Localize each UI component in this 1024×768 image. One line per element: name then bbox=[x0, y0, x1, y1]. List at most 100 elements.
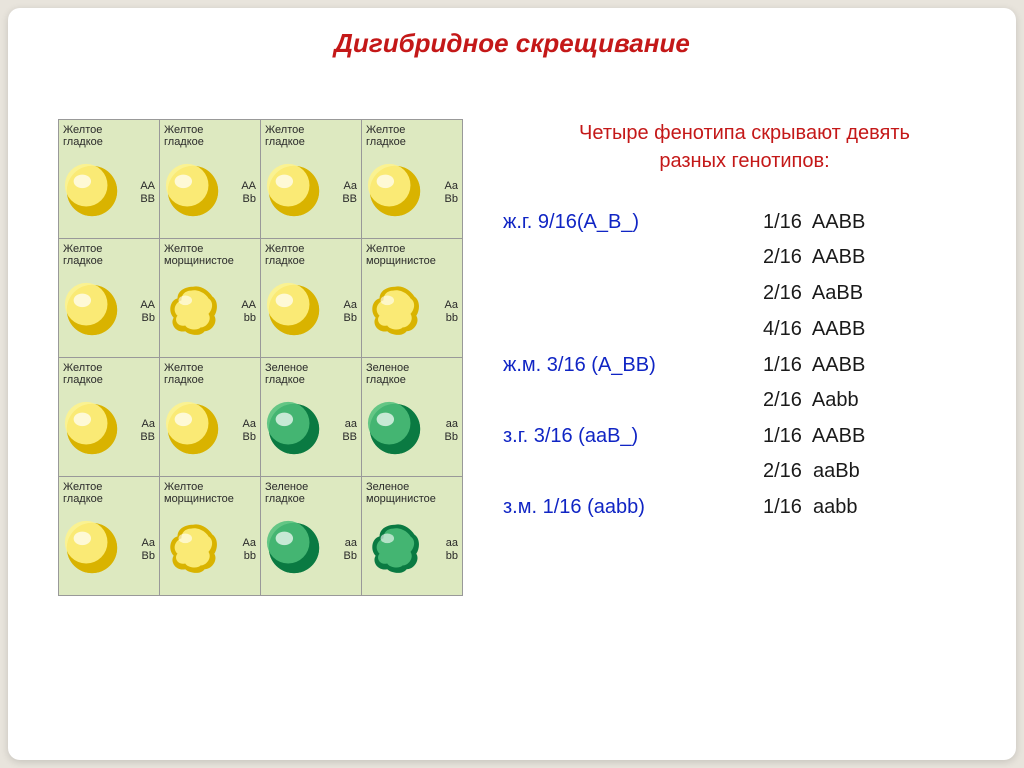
pea-icon bbox=[164, 281, 222, 344]
cell-body: aa Bb bbox=[366, 388, 458, 474]
pea-icon bbox=[164, 400, 222, 463]
genotype-ratio: 2/16 AaBB bbox=[763, 282, 943, 305]
punnett-cell: Желтоегладкое Aa Bb bbox=[160, 358, 260, 476]
phenotype-label bbox=[503, 246, 733, 270]
punnett-grid: Желтоегладкое AA BB Желтоегладкое bbox=[58, 119, 463, 596]
genotype-ratio: 1/16 AABB bbox=[763, 354, 943, 377]
genotype-ratio: 2/16 Aabb bbox=[763, 389, 943, 412]
punnett-cell: Зеленоегладкое aa Bb bbox=[362, 358, 462, 476]
genotype-ratio: 1/16 AABB bbox=[763, 425, 943, 448]
genotype-ratio: 4/16 AABB bbox=[763, 318, 943, 341]
cell-genotype: aa Bb bbox=[344, 537, 357, 562]
genotype-ratio: 2/16 aaBb bbox=[763, 460, 943, 483]
pea-icon bbox=[366, 281, 424, 344]
subtitle-line2: разных генотипов: bbox=[659, 150, 829, 172]
cell-phenotype-label: Желтоегладкое bbox=[63, 362, 103, 386]
cell-genotype: aa bb bbox=[446, 537, 458, 562]
cell-genotype: Aa Bb bbox=[344, 299, 357, 324]
cell-genotype: Aa Bb bbox=[445, 180, 458, 205]
cell-body: aa bb bbox=[366, 507, 458, 593]
genotype-ratio: 2/16 AABB bbox=[763, 246, 943, 269]
genotype-ratio: 1/16 AABB bbox=[763, 211, 943, 234]
cell-body: AA Bb bbox=[164, 150, 256, 236]
cell-body: Aa bb bbox=[366, 269, 458, 355]
cell-body: Aa BB bbox=[265, 150, 357, 236]
phenotype-label bbox=[503, 389, 733, 413]
pea-icon bbox=[366, 162, 424, 225]
cell-phenotype-label: Желтоегладкое bbox=[265, 124, 305, 148]
cell-phenotype-label: Желтоеморщинистое bbox=[164, 243, 234, 267]
punnett-cell: Желтоегладкое AA Bb bbox=[59, 239, 159, 357]
pea-icon bbox=[63, 162, 121, 225]
punnett-cell: Желтоегладкое Aa BB bbox=[261, 120, 361, 238]
page-title: Дигибридное скрещивание bbox=[38, 28, 986, 59]
cell-body: Aa Bb bbox=[63, 507, 155, 593]
cell-phenotype-label: Желтоеморщинистое bbox=[366, 243, 436, 267]
pea-icon bbox=[366, 519, 424, 582]
pea-icon bbox=[164, 162, 222, 225]
punnett-cell: Желтоеморщинистое Aa bb bbox=[160, 477, 260, 595]
phenotype-label bbox=[503, 460, 733, 484]
cell-phenotype-label: Желтоегладкое bbox=[164, 362, 204, 386]
cell-phenotype-label: Зеленоегладкое bbox=[265, 481, 308, 505]
page: Дигибридное скрещивание Желтоегладкое AA… bbox=[8, 8, 1016, 760]
cell-body: AA bb bbox=[164, 269, 256, 355]
cell-body: AA BB bbox=[63, 150, 155, 236]
ratio-table: ж.г. 9/16(A_B_) 1/16 AABB 2/16 AABB 2/16 Aa… bbox=[503, 211, 986, 519]
punnett-wrap: Желтоегладкое AA BB Желтоегладкое bbox=[58, 119, 463, 596]
cell-phenotype-label: Желтоеморщинистое bbox=[164, 481, 234, 505]
pea-icon bbox=[265, 162, 323, 225]
cell-genotype: Aa Bb bbox=[142, 537, 155, 562]
cell-genotype: AA bb bbox=[241, 299, 256, 324]
cell-body: Aa BB bbox=[63, 388, 155, 474]
subtitle: Четыре фенотипа скрывают девять разных г… bbox=[503, 119, 986, 175]
phenotype-label: з.м. 1/16 (aabb) bbox=[503, 496, 733, 519]
cell-body: Aa Bb bbox=[265, 269, 357, 355]
phenotype-label bbox=[503, 282, 733, 306]
punnett-cell: Зеленоегладкое aa BB bbox=[261, 358, 361, 476]
cell-phenotype-label: Зеленоеморщинистое bbox=[366, 481, 436, 505]
cell-phenotype-label: Желтоегладкое bbox=[63, 481, 103, 505]
cell-phenotype-label: Зеленоегладкое bbox=[265, 362, 308, 386]
phenotype-label: ж.г. 9/16(A_B_) bbox=[503, 211, 733, 234]
pea-icon bbox=[164, 519, 222, 582]
cell-body: aa Bb bbox=[265, 507, 357, 593]
punnett-cell: Зеленоеморщинистое aa bb bbox=[362, 477, 462, 595]
cell-genotype: Aa bb bbox=[445, 299, 458, 324]
cell-phenotype-label: Желтоегладкое bbox=[366, 124, 406, 148]
phenotype-label: з.г. 3/16 (aaB_) bbox=[503, 425, 733, 448]
phenotype-label: ж.м. 3/16 (A_BB) bbox=[503, 354, 733, 377]
cell-body: Aa Bb bbox=[366, 150, 458, 236]
cell-phenotype-label: Зеленоегладкое bbox=[366, 362, 409, 386]
pea-icon bbox=[265, 519, 323, 582]
pea-icon bbox=[63, 400, 121, 463]
punnett-cell: Желтоеморщинистое Aa bb bbox=[362, 239, 462, 357]
cell-genotype: Aa Bb bbox=[243, 418, 256, 443]
cell-genotype: aa Bb bbox=[445, 418, 458, 443]
punnett-cell: Желтоегладкое Aa BB bbox=[59, 358, 159, 476]
cell-genotype: Aa BB bbox=[342, 180, 357, 205]
right-panel: Четыре фенотипа скрывают девять разных г… bbox=[503, 119, 986, 519]
punnett-cell: Желтоегладкое Aa Bb bbox=[362, 120, 462, 238]
cell-phenotype-label: Желтоегладкое bbox=[164, 124, 204, 148]
genotype-ratio: 1/16 aabb bbox=[763, 496, 943, 519]
cell-genotype: AA Bb bbox=[140, 299, 155, 324]
cell-phenotype-label: Желтоегладкое bbox=[265, 243, 305, 267]
cell-body: AA Bb bbox=[63, 269, 155, 355]
pea-icon bbox=[265, 281, 323, 344]
cell-genotype: aa BB bbox=[342, 418, 357, 443]
pea-icon bbox=[63, 281, 121, 344]
punnett-cell: Желтоегладкое Aa Bb bbox=[59, 477, 159, 595]
cell-phenotype-label: Желтоегладкое bbox=[63, 124, 103, 148]
pea-icon bbox=[63, 519, 121, 582]
punnett-cell: Желтоегладкое Aa Bb bbox=[261, 239, 361, 357]
cell-body: Aa bb bbox=[164, 507, 256, 593]
content-row: Желтоегладкое AA BB Желтоегладкое bbox=[38, 119, 986, 596]
pea-icon bbox=[366, 400, 424, 463]
punnett-cell: Желтоегладкое AA BB bbox=[59, 120, 159, 238]
pea-icon bbox=[265, 400, 323, 463]
punnett-cell: Желтоегладкое AA Bb bbox=[160, 120, 260, 238]
punnett-cell: Зеленоегладкое aa Bb bbox=[261, 477, 361, 595]
cell-genotype: Aa BB bbox=[140, 418, 155, 443]
cell-body: Aa Bb bbox=[164, 388, 256, 474]
